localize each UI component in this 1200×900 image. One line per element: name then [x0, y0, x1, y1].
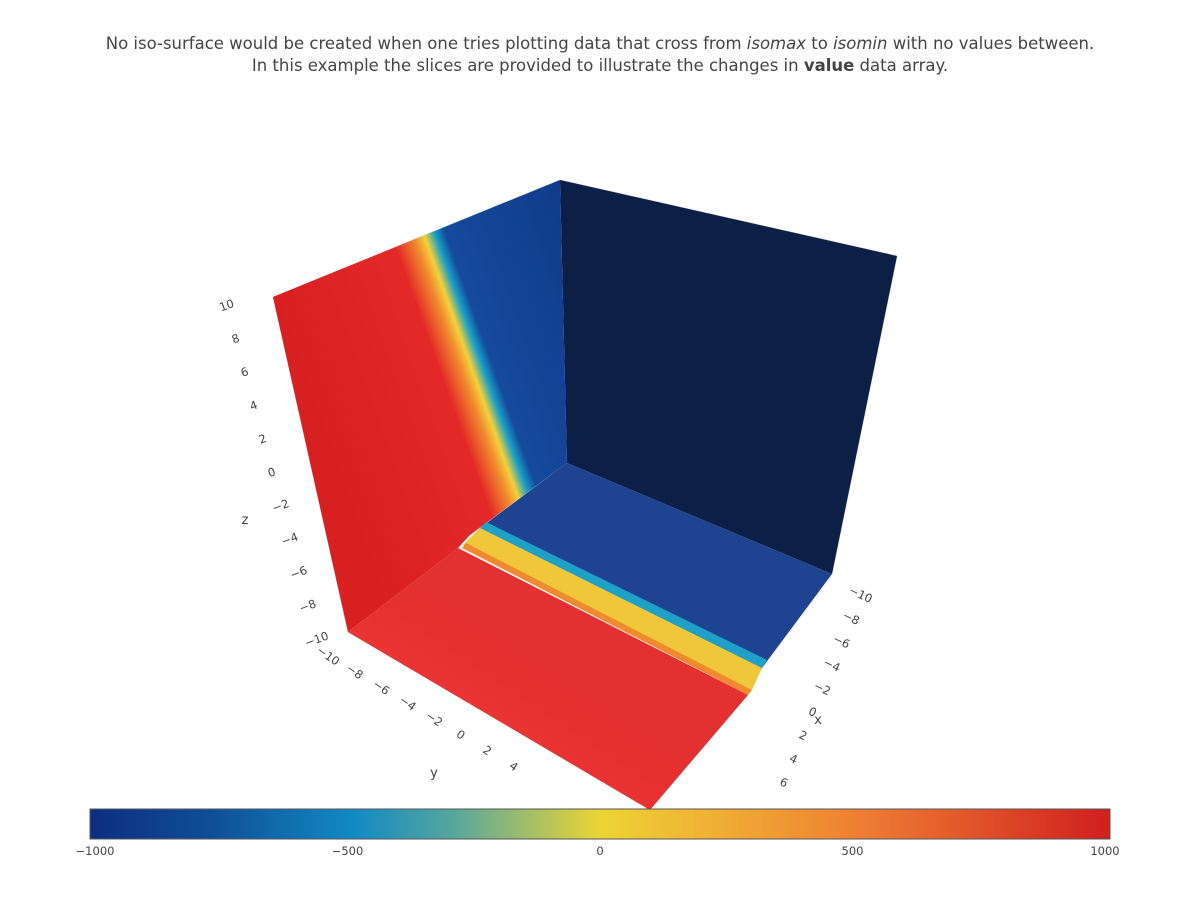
z-tick-label: 2: [257, 431, 269, 447]
title-line-2: In this example the slices are provided …: [0, 55, 1200, 77]
x-slice-back-wall: [560, 180, 897, 574]
colorbar: [89, 808, 1111, 840]
colorbar-tick-label: 500: [842, 844, 864, 858]
colorbar-tick-label: 1000: [1090, 844, 1119, 858]
title-value-word: value: [803, 56, 855, 75]
title-text-1a: No iso-surface would be created when one…: [105, 34, 747, 53]
z-tick-label: −4: [279, 530, 300, 549]
y-tick-label: 2: [480, 743, 494, 759]
z-tick-label: −8: [297, 596, 318, 615]
title-isomin: isomin: [833, 34, 888, 53]
title-text-1c: with no values between.: [887, 34, 1095, 53]
z-slice-floor-transition-orange: [462, 543, 752, 695]
title-text-2a: In this example the slices are provided …: [251, 56, 804, 75]
colorbar-tick-label: 0: [596, 844, 603, 858]
chart-title: No iso-surface would be created when one…: [0, 33, 1200, 77]
z-tick-label: 6: [239, 364, 251, 380]
z-tick-label: −6: [288, 563, 309, 582]
colorbar-ticks: −1000 −500 0 500 1000: [76, 844, 1120, 858]
y-tick-label: −10: [314, 643, 342, 668]
y-slice-left-wall: [273, 180, 567, 632]
y-tick-label: −4: [397, 693, 419, 714]
z-tick-label: 8: [230, 331, 242, 347]
z-slice-floor-blue: [480, 463, 832, 668]
title-line-1: No iso-surface would be created when one…: [0, 33, 1200, 55]
x-tick-label: 4: [787, 751, 800, 767]
z-slice-floor-transition-blue: [480, 522, 767, 668]
x-tick-label: 6: [778, 774, 791, 790]
y-tick-label: −2: [423, 708, 445, 729]
colorbar-tick-label: −1000: [76, 844, 115, 858]
x-tick-label: −4: [821, 655, 842, 675]
x-tick-label: −10: [847, 583, 875, 606]
y-tick-label: 0: [454, 727, 468, 743]
x-tick-label: −6: [831, 631, 852, 651]
y-tick-label: 4: [507, 758, 521, 774]
y-axis-title: y: [430, 766, 438, 781]
x-axis-title: x: [814, 713, 822, 728]
y-tick-label: −8: [344, 661, 366, 682]
z-tick-label: −2: [270, 496, 291, 515]
y-tick-label: −6: [370, 677, 392, 698]
z-axis-title: z: [242, 513, 249, 528]
x-tick-label: −2: [812, 678, 833, 698]
colorbar-tick-label: −500: [332, 844, 364, 858]
z-slice-floor-red: [348, 548, 748, 810]
z-tick-label: 0: [266, 464, 278, 480]
z-tick-label: 4: [248, 398, 260, 414]
title-text-1b: to: [806, 34, 834, 53]
z-tick-label: 10: [217, 296, 236, 314]
z-slice-floor-transition: [463, 528, 762, 690]
title-isomax: isomax: [746, 34, 806, 53]
x-tick-label: 2: [797, 727, 810, 743]
x-tick-label: −8: [840, 608, 861, 628]
title-text-2b: data array.: [854, 56, 949, 75]
